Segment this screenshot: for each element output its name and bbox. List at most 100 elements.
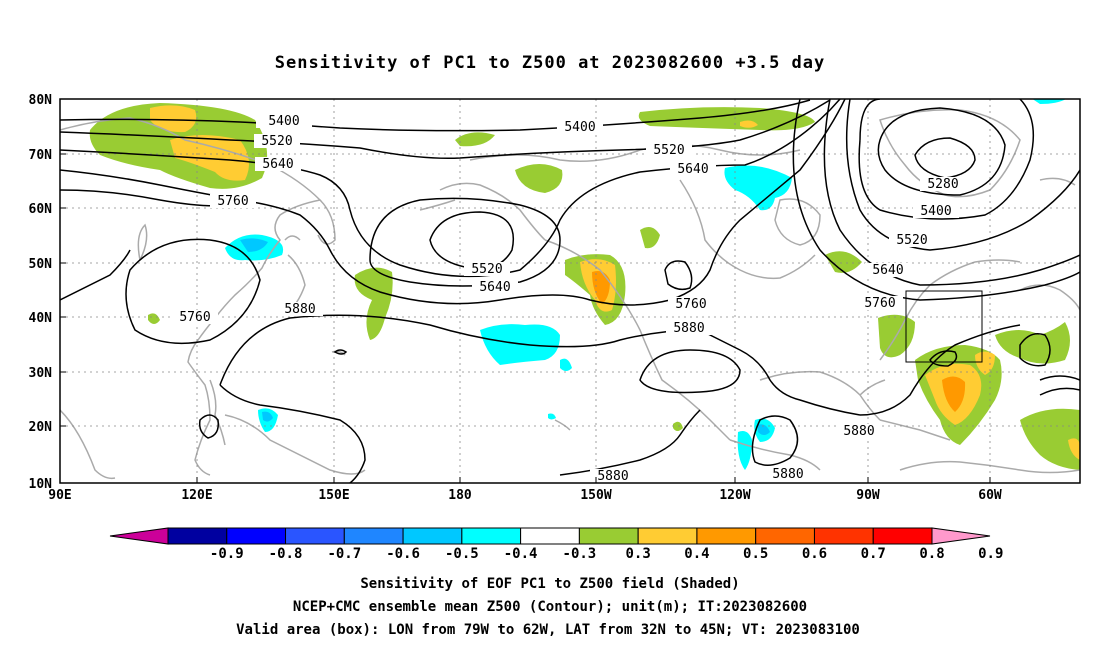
colorbar-label: 0.6 — [802, 546, 827, 562]
contour-label: 5400 — [564, 120, 595, 135]
contour-label: 5520 — [653, 143, 684, 158]
contour-label: 5880 — [597, 469, 628, 484]
lon-label: 60W — [978, 488, 1002, 503]
shade-cyan — [724, 165, 792, 211]
contour-5280 — [914, 137, 976, 179]
contour-label: 5640 — [872, 263, 903, 278]
contour-label: 5760 — [179, 310, 210, 325]
contour-labels: 5400 5520 5640 5760 5760 5400 5520 5640 … — [172, 114, 966, 484]
colorbar-cell — [226, 527, 287, 545]
shade-green — [455, 132, 495, 147]
contour-label: 5520 — [261, 134, 292, 149]
contour-label: 5400 — [920, 204, 951, 219]
colorbar-right-tip — [931, 527, 991, 545]
shade-lightblue — [262, 411, 273, 422]
contour-label: 5760 — [675, 297, 706, 312]
contour-5520 — [60, 99, 831, 160]
contour-5880-atl — [929, 350, 958, 367]
colorbar-cell — [755, 527, 815, 545]
colorbar-label: -0.4 — [504, 546, 538, 562]
colorbar-cell — [872, 527, 933, 545]
sensitivity-shading — [89, 99, 1080, 470]
figure-title: Sensitivity of PC1 to Z500 at 2023082600… — [275, 53, 826, 73]
contour-label: 5880 — [843, 424, 874, 439]
axis-ticks — [59, 98, 991, 484]
lon-label: 150E — [318, 488, 349, 503]
lon-label: 180 — [448, 488, 472, 503]
colorbar-label: 0.9 — [978, 546, 1003, 562]
caption: Sensitivity of EOF PC1 to Z500 field (Sh… — [236, 576, 860, 638]
contour-5880 — [751, 415, 799, 466]
longitude-labels: 90E 120E 150E 180 150W 120W 90W 60W — [48, 488, 1002, 503]
contour-5760-atl2 — [792, 99, 1080, 301]
lat-label: 80N — [29, 93, 53, 108]
colorbar-label: -0.3 — [563, 546, 597, 562]
map-frame — [59, 98, 1081, 484]
shade-yellow — [170, 135, 249, 181]
contour-5880 — [60, 249, 131, 301]
shade-cyan — [548, 413, 556, 420]
colorbar-label: 0.4 — [684, 546, 709, 562]
colorbar-label: 0.5 — [743, 546, 768, 562]
latitude-labels: 80N 70N 60N 50N 40N 30N 20N 10N — [29, 93, 53, 492]
lon-label: 120W — [719, 488, 750, 503]
shade-cyan — [1032, 99, 1066, 104]
contour-5880 — [198, 414, 220, 439]
colorbar-cell — [167, 527, 228, 545]
shade-yellow — [1068, 438, 1080, 460]
contour-label: 5880 — [284, 302, 315, 317]
caption-line-3: Valid area (box): LON from 79W to 62W, L… — [236, 622, 860, 638]
colorbar-label: 0.3 — [626, 546, 651, 562]
contour-5400 — [60, 99, 811, 132]
colorbar-label: -0.8 — [269, 546, 303, 562]
colorbar-cell — [578, 527, 639, 545]
shade-lightblue — [240, 238, 268, 252]
contour-label: 5760 — [217, 194, 248, 209]
contour-5880-atl — [1039, 387, 1080, 396]
colorbar-label: -0.9 — [210, 546, 244, 562]
colorbar-cell — [461, 527, 522, 545]
contour-small — [664, 260, 693, 291]
contour-label: 5640 — [479, 280, 510, 295]
contour-label: 5880 — [673, 321, 704, 336]
contour-label: 5880 — [772, 467, 803, 482]
colorbar-cell — [637, 527, 698, 545]
colorbar-label: 0.8 — [919, 546, 944, 562]
colorbar-cell — [696, 527, 757, 545]
contour-label: 5640 — [677, 162, 708, 177]
shade-green — [995, 322, 1070, 364]
colorbar-cell — [520, 527, 580, 545]
shade-green — [638, 107, 815, 131]
contour-5880-atl — [1019, 333, 1051, 367]
lat-label: 30N — [29, 366, 53, 381]
colorbar-cell — [813, 527, 874, 545]
lon-label: 120E — [181, 488, 212, 503]
contour-5400-atl — [877, 107, 1006, 196]
contour-5760-low — [125, 238, 261, 345]
contour-label: 5400 — [268, 114, 299, 129]
contour-5880 — [219, 384, 366, 483]
valid-area-box — [905, 290, 983, 363]
contour-label: 5520 — [896, 233, 927, 248]
contour-5520-low — [369, 197, 561, 287]
colorbar: -0.9 -0.8 -0.7 -0.6 -0.5 -0.4 -0.3 0.3 0.4 0.5 0.6… — [109, 527, 1003, 562]
colorbar-cell — [285, 527, 345, 545]
lon-label: 90W — [856, 488, 880, 503]
shade-yellow — [150, 105, 197, 133]
lat-label: 60N — [29, 202, 53, 217]
caption-line-2: NCEP+CMC ensemble mean Z500 (Contour); u… — [293, 599, 807, 615]
contour-5520-low — [429, 211, 514, 270]
colorbar-left-tip — [109, 527, 169, 545]
shade-orange — [942, 376, 966, 412]
shade-green — [825, 251, 862, 273]
caption-line-1: Sensitivity of EOF PC1 to Z500 field (Sh… — [360, 576, 739, 592]
lat-label: 20N — [29, 420, 53, 435]
graticule — [60, 99, 1080, 483]
shade-green — [515, 164, 563, 193]
contour-label: 5640 — [262, 157, 293, 172]
colorbar-label: -0.5 — [445, 546, 479, 562]
contour-label: 5280 — [927, 177, 958, 192]
colorbar-label: -0.7 — [327, 546, 361, 562]
colorbar-label: 0.7 — [861, 546, 886, 562]
shade-cyan — [560, 358, 572, 371]
